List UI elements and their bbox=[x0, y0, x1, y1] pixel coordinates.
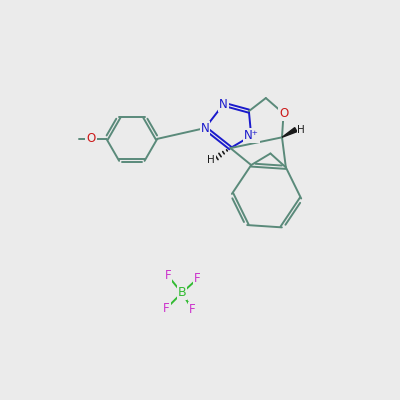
Text: H: H bbox=[207, 155, 215, 165]
Text: B: B bbox=[178, 286, 186, 299]
Text: N⁺: N⁺ bbox=[244, 129, 259, 142]
Text: O: O bbox=[86, 132, 96, 145]
Polygon shape bbox=[282, 128, 297, 137]
Text: F: F bbox=[189, 303, 196, 316]
Text: O: O bbox=[279, 107, 288, 120]
Text: H: H bbox=[297, 125, 305, 135]
Text: F: F bbox=[165, 270, 171, 282]
Text: F: F bbox=[194, 272, 201, 286]
Text: N: N bbox=[219, 98, 228, 111]
Text: N: N bbox=[201, 122, 209, 134]
Text: F: F bbox=[163, 302, 170, 315]
